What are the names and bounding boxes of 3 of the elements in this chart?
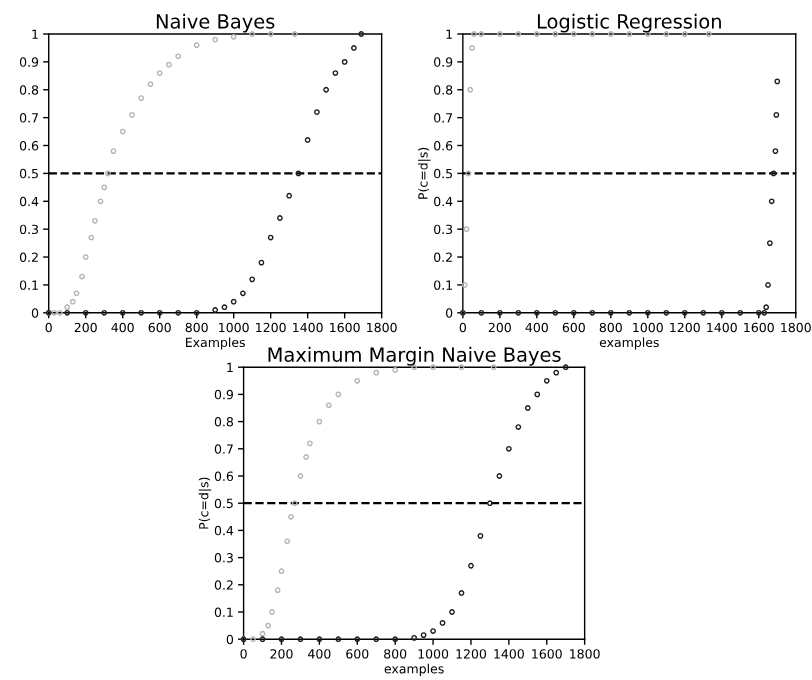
chart-title: Maximum Margin Naive Bayes bbox=[268, 346, 561, 366]
chart-title: Naive Bayes bbox=[156, 13, 275, 33]
chart-title: Logistic Regression bbox=[537, 13, 721, 33]
